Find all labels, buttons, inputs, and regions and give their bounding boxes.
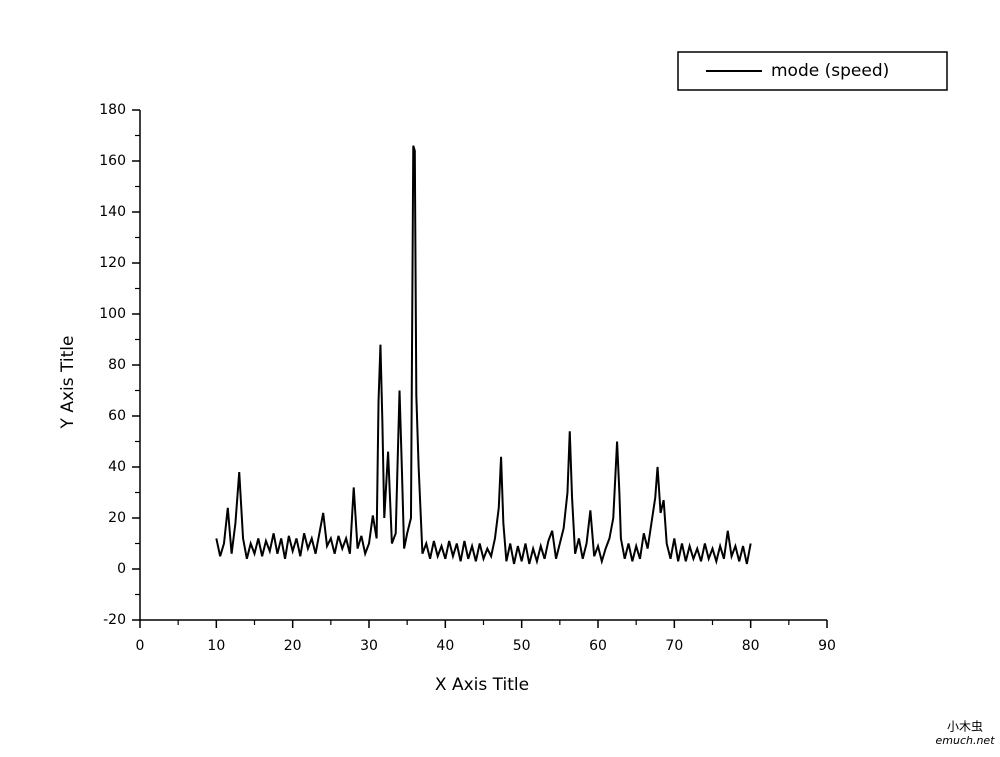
x-tick-label: 50 (513, 638, 531, 654)
y-tick-label: 160 (99, 153, 126, 169)
watermark: emuch.net (935, 734, 995, 747)
data-line (215, 145, 752, 566)
x-tick-label: 80 (742, 638, 760, 654)
y-tick-label: 120 (99, 255, 126, 271)
watermark: 小木虫 (947, 720, 983, 734)
y-tick-label: -20 (103, 612, 126, 628)
y-tick-label: 140 (99, 204, 126, 220)
y-tick-label: 20 (108, 510, 126, 526)
legend-label: mode (speed) (771, 61, 889, 81)
x-axis-title: X Axis Title (435, 675, 529, 695)
y-axis-title: Y Axis Title (58, 336, 78, 430)
x-tick-label: 60 (589, 638, 607, 654)
x-tick-label: 90 (818, 638, 836, 654)
y-tick-label: 100 (99, 306, 126, 322)
y-tick-label: 180 (99, 102, 126, 118)
x-tick-label: 20 (284, 638, 302, 654)
y-tick-label: 80 (108, 357, 126, 373)
x-tick-label: 10 (207, 638, 225, 654)
x-tick-label: 0 (136, 638, 145, 654)
y-tick-label: 40 (108, 459, 126, 475)
y-tick-label: 0 (117, 561, 126, 577)
y-tick-label: 60 (108, 408, 126, 424)
x-tick-label: 70 (665, 638, 683, 654)
x-tick-label: 40 (436, 638, 454, 654)
x-tick-label: 30 (360, 638, 378, 654)
